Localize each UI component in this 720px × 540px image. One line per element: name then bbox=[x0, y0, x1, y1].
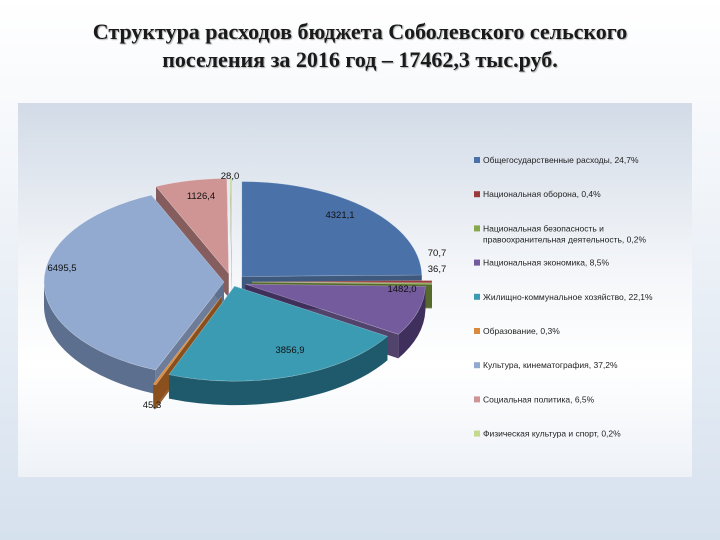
legend-swatch bbox=[474, 362, 480, 369]
slice-value-label: 45,3 bbox=[143, 400, 162, 411]
pie-slice bbox=[229, 177, 233, 274]
legend-label: Общегосударственные расходы, 24,7% bbox=[483, 155, 639, 165]
slice-value-label: 1126,4 bbox=[187, 191, 215, 202]
slice-value-label: 70,7 bbox=[428, 248, 447, 259]
page-title: Структура расходов бюджета Соболевского … bbox=[20, 18, 700, 74]
legend-label: Социальная политика, 6,5% bbox=[483, 394, 595, 404]
legend-swatch bbox=[474, 430, 480, 437]
pie-slice bbox=[168, 285, 389, 382]
legend-swatch bbox=[474, 259, 480, 266]
slice-value-label: 4321,1 bbox=[325, 210, 354, 221]
legend-label: Культура, кинематография, 37,2% bbox=[483, 360, 618, 370]
legend-swatch bbox=[474, 396, 480, 403]
legend-swatch bbox=[474, 293, 480, 300]
legend-label: Жилищно-коммунальное хозяйство, 22,1% bbox=[483, 292, 653, 302]
legend-swatch bbox=[474, 191, 480, 198]
legend-label: Образование, 0,3% bbox=[483, 326, 560, 336]
pie-slice bbox=[43, 194, 225, 371]
pie-slice bbox=[251, 280, 433, 284]
pie-slice bbox=[155, 178, 229, 275]
legend-swatch bbox=[474, 157, 480, 163]
legend-label: Национальная экономика, 8,5% bbox=[483, 258, 609, 268]
pie-slice bbox=[241, 181, 423, 277]
slice-value-label: 28,0 bbox=[221, 171, 240, 182]
legend-swatch bbox=[474, 328, 480, 334]
slice-value-label: 3856,9 bbox=[275, 345, 304, 356]
title-line-2: поселения за 2016 год – 17462,3 тыс.руб. bbox=[162, 47, 558, 72]
slice-value-label: 6495,5 bbox=[47, 263, 76, 274]
legend-label: Национальная безопасность и правоохраните… bbox=[483, 223, 646, 244]
slice-value-label: 1482,0 bbox=[387, 284, 416, 295]
legend-label: Физическая культура и спорт, 0,2% bbox=[483, 429, 621, 439]
title-line-1: Структура расходов бюджета Соболевского … bbox=[92, 19, 628, 44]
pie-slice bbox=[245, 283, 426, 335]
slice-value-label: 36,7 bbox=[428, 264, 447, 275]
pie-slice-side bbox=[230, 178, 232, 298]
legend-swatch bbox=[474, 225, 480, 232]
legend-label: Национальная оборона, 0,4% bbox=[483, 189, 601, 199]
pie-slice bbox=[152, 296, 222, 386]
pie-slice bbox=[251, 281, 433, 285]
